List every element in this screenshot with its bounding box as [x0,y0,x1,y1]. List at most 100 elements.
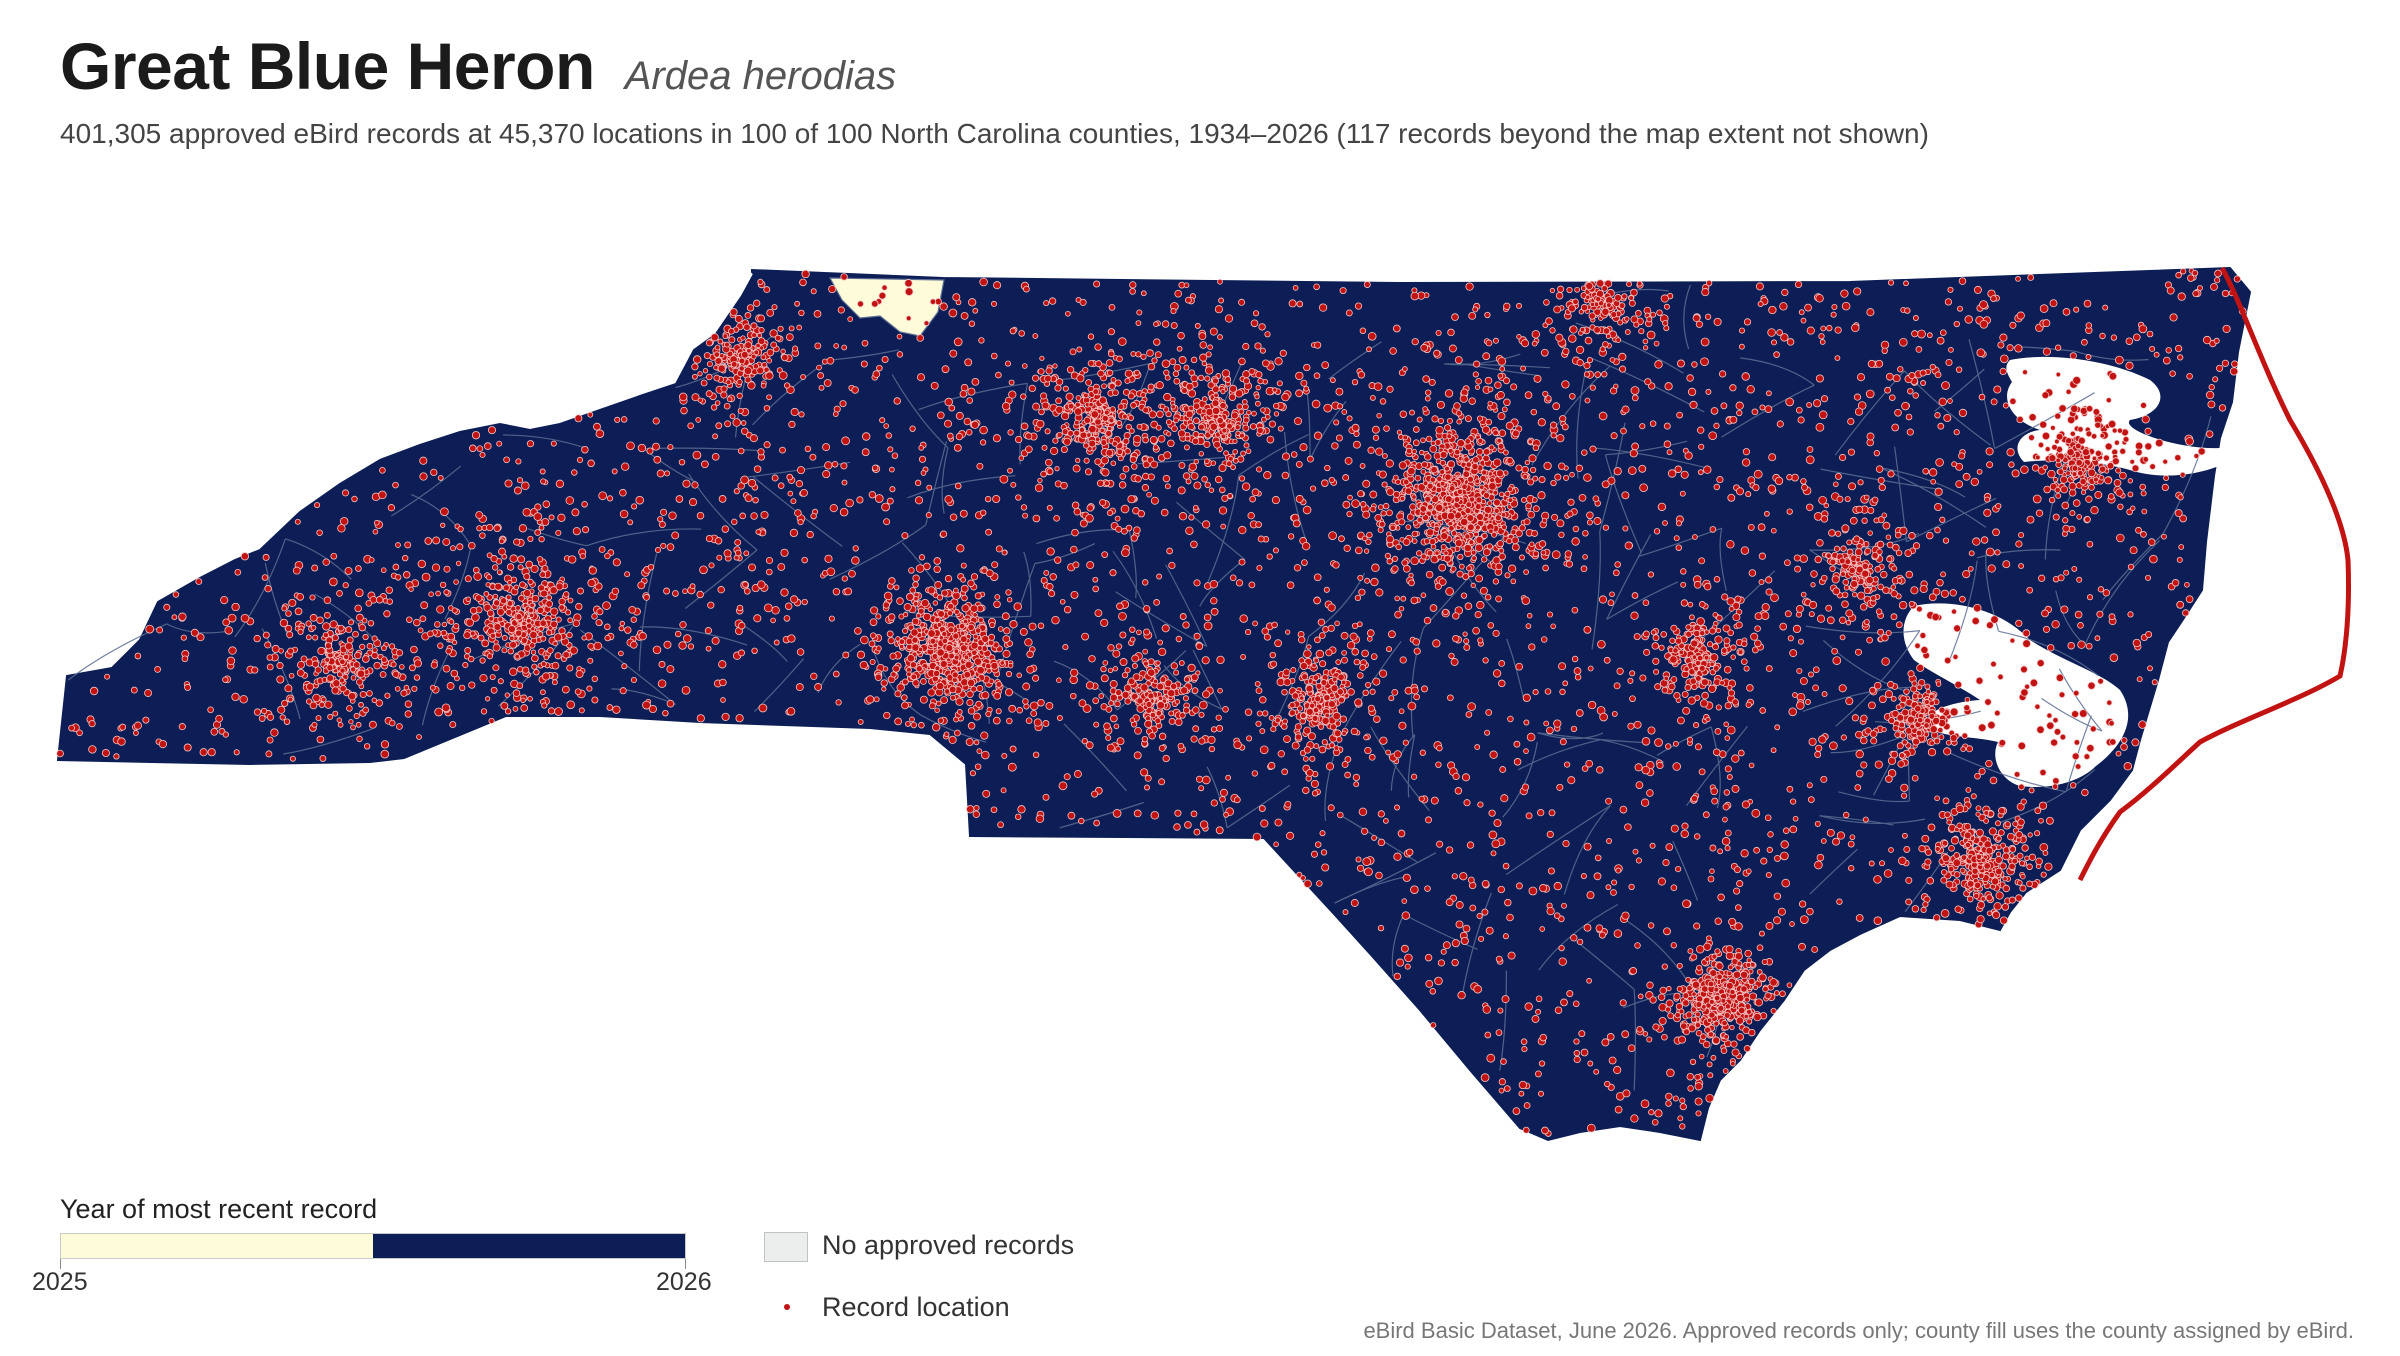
record-location-dot [1363,281,1371,288]
record-location-dot [1619,999,1627,1007]
record-location-dot [2050,738,2059,747]
record-location-dot [972,810,980,818]
record-location-dot [593,641,603,651]
record-location-dot [1464,533,1471,540]
record-location-dot [989,621,996,629]
record-location-dot [1184,821,1192,829]
record-location-dot [1976,348,1986,358]
record-location-dot [744,494,753,503]
record-location-dot [1385,509,1393,517]
record-location-dot [1679,1097,1686,1104]
record-location-dot [1391,565,1399,573]
record-location-dot [627,519,634,526]
record-location-dot [1142,406,1150,414]
record-location-dot [979,439,987,446]
record-location-dot [1270,726,1277,733]
record-location-dot [1483,491,1490,499]
record-location-dot [1218,506,1228,515]
record-location-dot [1694,1097,1703,1106]
record-location-dot [873,696,880,703]
record-location-dot [1134,475,1142,483]
record-location-dot [1939,516,1946,523]
record-location-dot [1465,711,1473,718]
record-location-dot [1562,680,1569,687]
record-location-dot [981,691,990,700]
record-location-dot [1001,549,1008,556]
record-location-dot [1958,277,1967,285]
record-location-dot [1676,411,1683,419]
record-location-dot [790,595,799,604]
record-location-dot [1640,1099,1650,1109]
record-location-dot [1444,424,1452,432]
county-boundary-line [828,349,899,361]
record-location-dot [1389,347,1397,355]
record-location-dot [757,448,765,456]
record-location-dot [755,528,762,535]
record-location-dot [2022,639,2031,648]
record-location-dot [691,481,699,489]
record-location-dot [1401,898,1408,904]
record-location-dot [1245,629,1252,636]
record-location-dot [1337,403,1344,410]
record-location-dot [1035,814,1045,824]
record-location-dot [1098,396,1107,405]
record-location-dot [1675,544,1683,551]
record-location-dot [1818,333,1825,340]
record-location-dot [1009,327,1017,335]
record-location-dot [1249,495,1256,503]
record-location-dot [2009,321,2017,329]
county-boundary-line [1563,805,1611,895]
record-location-dot [1402,434,1409,441]
record-location-dot [771,474,779,482]
record-location-dot [1108,417,1115,424]
record-location-dot [2176,556,2183,563]
record-location-dot [1387,630,1396,639]
record-location-dot [2139,483,2146,491]
record-location-dot [960,644,968,652]
record-location-dot [1670,824,1679,833]
record-location-dot [1661,686,1669,694]
record-location-dot [940,696,949,705]
record-location-dot [1423,538,1431,545]
record-location-dot [1090,410,1099,419]
record-location-dot [434,621,441,628]
record-location-dot [1105,359,1114,367]
record-location-dot [1495,955,1503,963]
record-location-dot [1340,631,1349,640]
record-location-dot [1301,541,1311,551]
record-location-dot [1130,351,1137,357]
record-location-dot [2161,533,2167,540]
record-location-dot [1092,585,1100,593]
record-location-dot [1578,1030,1586,1038]
record-location-dot [1164,483,1171,490]
record-location-dot [1498,660,1506,667]
record-location-dot [1032,751,1040,759]
record-location-dot [2020,665,2028,674]
record-location-dot [1225,774,1232,781]
record-location-dot [1101,383,1107,390]
record-location-dot [440,507,449,517]
record-location-dot [1873,875,1882,884]
record-location-dot [969,770,976,777]
record-location-dot [1955,366,1963,373]
record-location-dot [954,482,962,490]
record-location-dot [469,444,477,453]
record-location-dot [908,567,915,574]
record-location-dot [56,749,64,758]
record-location-dot [1366,636,1373,642]
record-location-dot [1040,470,1047,478]
record-location-dot [1332,561,1340,569]
record-location-dot [354,604,362,613]
record-location-dot [1826,616,1835,625]
record-location-dot [1060,481,1068,490]
record-location-dot [1521,783,1530,791]
record-location-dot [1680,829,1689,839]
record-location-dot [839,400,847,408]
record-location-dot [1851,323,1860,333]
record-location-dot [1101,468,1110,477]
record-location-dot [314,502,321,509]
record-location-dot [949,694,956,701]
county-boundary-line [640,626,748,646]
record-location-dot [2042,319,2051,328]
record-location-dot [1500,512,1507,518]
